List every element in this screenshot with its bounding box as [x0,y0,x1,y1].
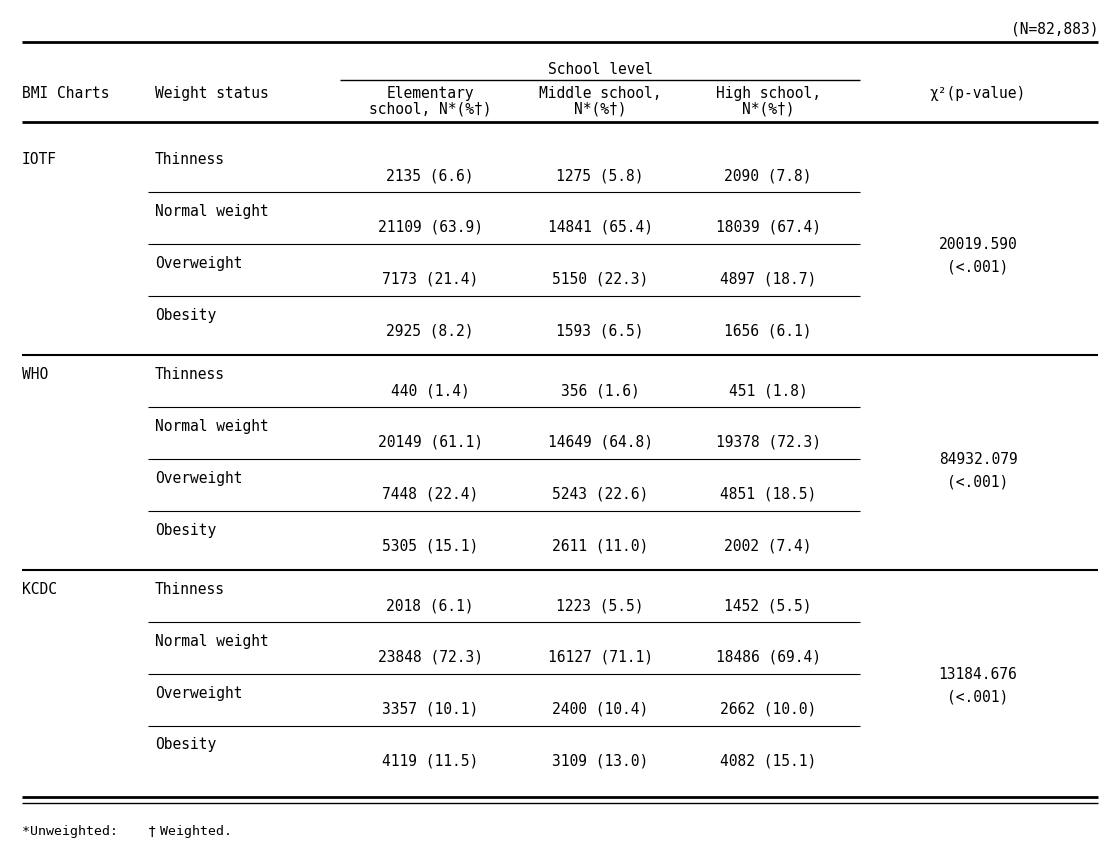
Text: 18486 (69.4): 18486 (69.4) [716,650,821,665]
Text: 19378 (72.3): 19378 (72.3) [716,434,821,450]
Text: Obesity: Obesity [155,523,216,537]
Text: 5305 (15.1): 5305 (15.1) [382,538,478,553]
Text: 4851 (18.5): 4851 (18.5) [720,487,816,502]
Text: 1452 (5.5): 1452 (5.5) [725,598,812,613]
Text: 3357 (10.1): 3357 (10.1) [382,701,478,717]
Text: (N=82,883): (N=82,883) [1010,22,1098,37]
Text: 451 (1.8): 451 (1.8) [729,383,808,398]
Text: 440 (1.4): 440 (1.4) [391,383,469,398]
Text: 1656 (6.1): 1656 (6.1) [725,323,812,338]
Text: Overweight: Overweight [155,685,243,701]
Text: IOTF: IOTF [22,152,57,168]
Text: 2135 (6.6): 2135 (6.6) [386,168,474,183]
Text: 5243 (22.6): 5243 (22.6) [552,487,648,502]
Text: 7448 (22.4): 7448 (22.4) [382,487,478,502]
Text: 21109 (63.9): 21109 (63.9) [377,220,483,235]
Text: 84932.079
(<.001): 84932.079 (<.001) [939,452,1017,489]
Text: WHO: WHO [22,367,48,382]
Text: Thinness: Thinness [155,582,225,597]
Text: 14649 (64.8): 14649 (64.8) [548,434,653,450]
Text: Thinness: Thinness [155,367,225,382]
Text: Normal weight: Normal weight [155,204,269,219]
Text: *Unweighted:: *Unweighted: [22,825,134,838]
Text: 2662 (10.0): 2662 (10.0) [720,701,816,717]
Text: 4082 (15.1): 4082 (15.1) [720,754,816,768]
Text: 3109 (13.0): 3109 (13.0) [552,754,648,768]
Text: 18039 (67.4): 18039 (67.4) [716,220,821,235]
Text: †: † [148,825,157,839]
Text: Weighted.: Weighted. [160,825,232,838]
Text: School level: School level [548,61,653,77]
Text: 7173 (21.4): 7173 (21.4) [382,272,478,286]
Text: N*(%†): N*(%†) [741,102,794,116]
Text: 2018 (6.1): 2018 (6.1) [386,598,474,613]
Text: Overweight: Overweight [155,471,243,486]
Text: 2611 (11.0): 2611 (11.0) [552,538,648,553]
Text: 4119 (11.5): 4119 (11.5) [382,754,478,768]
Text: Normal weight: Normal weight [155,419,269,434]
Text: 13184.676
(<.001): 13184.676 (<.001) [939,667,1017,705]
Text: Obesity: Obesity [155,738,216,753]
Text: Elementary: Elementary [386,86,474,100]
Text: 16127 (71.1): 16127 (71.1) [548,650,653,665]
Text: 5150 (22.3): 5150 (22.3) [552,272,648,286]
Text: 1223 (5.5): 1223 (5.5) [557,598,644,613]
Text: Thinness: Thinness [155,152,225,168]
Text: 1593 (6.5): 1593 (6.5) [557,323,644,338]
Text: BMI Charts: BMI Charts [22,86,110,100]
Text: Weight status: Weight status [155,86,269,100]
Text: Overweight: Overweight [155,256,243,271]
Text: 20019.590
(<.001): 20019.590 (<.001) [939,237,1017,274]
Text: Middle school,: Middle school, [539,86,661,100]
Text: Obesity: Obesity [155,307,216,322]
Text: 4897 (18.7): 4897 (18.7) [720,272,816,286]
Text: 23848 (72.3): 23848 (72.3) [377,650,483,665]
Text: N*(%†): N*(%†) [573,102,626,116]
Text: 14841 (65.4): 14841 (65.4) [548,220,653,235]
Text: 2002 (7.4): 2002 (7.4) [725,538,812,553]
Text: χ²(p-value): χ²(p-value) [930,86,1026,100]
Text: KCDC: KCDC [22,582,57,597]
Text: 2090 (7.8): 2090 (7.8) [725,168,812,183]
Text: school, N*(%†): school, N*(%†) [368,102,492,116]
Text: Normal weight: Normal weight [155,634,269,649]
Text: High school,: High school, [716,86,821,100]
Text: 20149 (61.1): 20149 (61.1) [377,434,483,450]
Text: 2400 (10.4): 2400 (10.4) [552,701,648,717]
Text: 356 (1.6): 356 (1.6) [561,383,640,398]
Text: 2925 (8.2): 2925 (8.2) [386,323,474,338]
Text: 1275 (5.8): 1275 (5.8) [557,168,644,183]
